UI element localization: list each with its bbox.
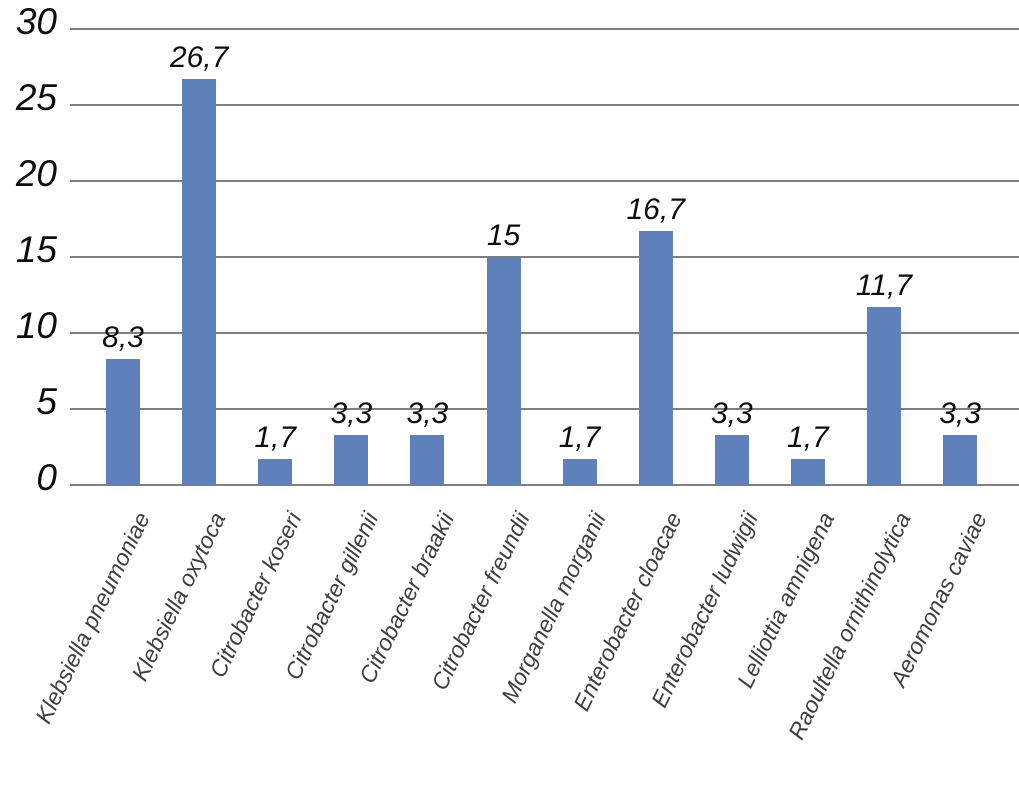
- bar-value-label: 16,7: [626, 193, 685, 227]
- bar-value-label: 3,3: [330, 396, 373, 430]
- gridline: [70, 332, 1019, 334]
- y-axis-tick-label: 30: [15, 1, 57, 42]
- bar-value-label: 3,3: [406, 396, 449, 430]
- bar: [258, 459, 293, 486]
- y-axis-tick-label: 15: [15, 229, 57, 270]
- y-axis-tick-label: 25: [15, 77, 57, 118]
- bar: [562, 459, 597, 486]
- bar-value-label: 15: [486, 219, 521, 252]
- bar-value-label: 1,7: [254, 421, 297, 455]
- bar: [486, 257, 521, 486]
- x-category-label: Klebsiella pneumoniae: [29, 508, 155, 728]
- bar: [410, 434, 445, 486]
- bar: [182, 79, 217, 486]
- bar-value-label: 1,7: [787, 421, 829, 455]
- bar: [790, 459, 825, 486]
- bar: [334, 434, 369, 486]
- y-axis-tick-label: 20: [15, 153, 57, 194]
- gridline: [70, 28, 1019, 30]
- bar: [867, 307, 901, 486]
- bar-value-label: 26,7: [169, 41, 229, 75]
- bar-value-label: 3,3: [939, 396, 981, 430]
- gridline: [70, 484, 1019, 486]
- bar-value-label: 11,7: [855, 269, 913, 303]
- bar: [106, 358, 140, 486]
- y-axis-tick-label: 10: [15, 305, 57, 346]
- bar: [714, 434, 749, 486]
- bar-value-label: 3,3: [710, 396, 753, 430]
- gridline: [70, 256, 1019, 258]
- y-axis-tick-label: 0: [36, 457, 57, 498]
- gridline: [70, 180, 1019, 182]
- y-axis-tick-label: 5: [36, 381, 57, 422]
- bar: [943, 434, 978, 486]
- bar-value-label: 1,7: [558, 421, 601, 455]
- bar-value-label: 8,3: [102, 320, 144, 354]
- bar: [638, 231, 673, 486]
- gridline: [70, 408, 1019, 410]
- gridline: [70, 104, 1019, 106]
